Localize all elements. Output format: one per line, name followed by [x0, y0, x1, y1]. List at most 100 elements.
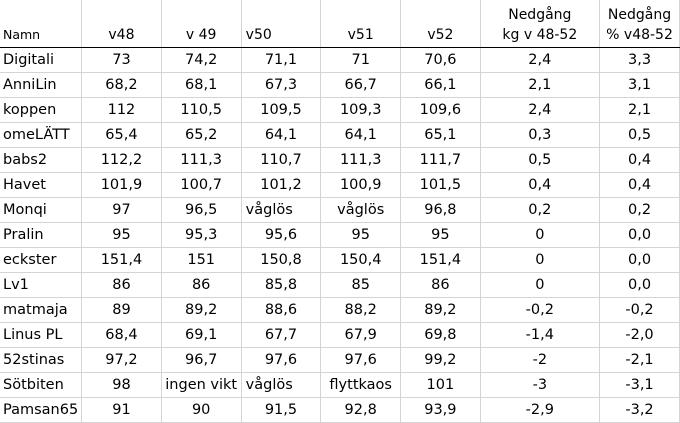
cell-name: Digitali [0, 47, 83, 73]
cell-v52: 70,6 [400, 47, 481, 73]
cell-v49: 151 [161, 247, 242, 273]
cell-decrease-kg: 0 [480, 247, 601, 273]
cell-name: koppen [0, 97, 83, 123]
cell-v52: 99,2 [400, 347, 481, 373]
cell-decrease-kg: -3 [480, 372, 601, 398]
cell-v50: 64,1 [241, 122, 322, 148]
cell-v49: 68,1 [161, 72, 242, 98]
cell-decrease-pct: 0,0 [599, 247, 680, 273]
cell-v51: flyttkaos [320, 372, 402, 398]
cell-decrease-pct: 0,5 [599, 122, 680, 148]
cell-decrease-kg: -2 [480, 347, 601, 373]
cell-v50: 67,7 [241, 322, 322, 348]
header-decrease-pct: Nedgång % v48-52 [599, 0, 680, 48]
cell-decrease-pct: 0,0 [599, 222, 680, 248]
cell-v51: 85 [320, 272, 402, 298]
cell-decrease-kg: 0 [480, 222, 601, 248]
cell-v50: 67,3 [241, 72, 322, 98]
cell-v49: 69,1 [161, 322, 242, 348]
cell-decrease-kg: 0,2 [480, 197, 601, 223]
cell-v52: 109,6 [400, 97, 481, 123]
cell-name: omeLÄTT [0, 122, 83, 148]
header-decrease-pct-line2: % v48-52 [606, 27, 673, 43]
cell-v51: 109,3 [320, 97, 402, 123]
cell-v50: våglös [241, 197, 322, 223]
cell-v48: 68,2 [81, 72, 162, 98]
cell-v51: 71 [320, 47, 402, 73]
cell-v48: 101,9 [81, 172, 162, 198]
cell-v50: 88,6 [241, 297, 322, 323]
table-row: babs2 112,2 111,3 110,7 111,3 111,7 0,5 0,4 [0, 147, 680, 173]
cell-v48: 86 [81, 272, 162, 298]
cell-v52: 96,8 [400, 197, 481, 223]
cell-v48: 97,2 [81, 347, 162, 373]
cell-v50: 150,8 [241, 247, 322, 273]
cell-v52: 95 [400, 222, 481, 248]
cell-v48: 151,4 [81, 247, 162, 273]
cell-v49: ingen vikt [161, 372, 242, 398]
header-decrease-kg-line2: kg v 48-52 [502, 27, 578, 43]
cell-v52: 89,2 [400, 297, 481, 323]
header-decrease-pct-line1: Nedgång [607, 7, 672, 23]
cell-v49: 96,7 [161, 347, 242, 373]
cell-decrease-kg: 0,4 [480, 172, 601, 198]
cell-v51: 66,7 [320, 72, 402, 98]
cell-decrease-pct: -2,0 [599, 322, 680, 348]
cell-v48: 112 [81, 97, 162, 123]
cell-v50: 71,1 [241, 47, 322, 73]
table-row: Pamsan65 91 90 91,5 92,8 93,9 -2,9 -3,2 [0, 397, 680, 423]
cell-v48: 91 [81, 397, 162, 423]
cell-v49: 110,5 [161, 97, 242, 123]
cell-decrease-pct: -2,1 [599, 347, 680, 373]
cell-v49: 89,2 [161, 297, 242, 323]
cell-v50: 110,7 [241, 147, 322, 173]
cell-name: Havet [0, 172, 83, 198]
cell-v51: våglös [320, 197, 402, 223]
header-decrease-kg-line1: Nedgång [508, 7, 572, 23]
table-row: omeLÄTT 65,4 65,2 64,1 64,1 65,1 0,3 0,5 [0, 122, 680, 148]
cell-decrease-pct: 3,1 [599, 72, 680, 98]
cell-decrease-kg: -1,4 [480, 322, 601, 348]
table-row: Lv1 86 86 85,8 85 86 0 0,0 [0, 272, 680, 298]
cell-name: AnniLin [0, 72, 83, 98]
cell-decrease-kg: 0 [480, 272, 601, 298]
cell-decrease-pct: 0,2 [599, 197, 680, 223]
cell-decrease-pct: 0,4 [599, 147, 680, 173]
cell-v51: 95 [320, 222, 402, 248]
cell-decrease-kg: -0,2 [480, 297, 601, 323]
cell-name: eckster [0, 247, 83, 273]
cell-v52: 66,1 [400, 72, 481, 98]
cell-v52: 86 [400, 272, 481, 298]
header-v52: v52 [400, 0, 481, 48]
cell-decrease-kg: 2,4 [480, 47, 601, 73]
header-decrease-kg: Nedgång kg v 48-52 [480, 0, 601, 48]
cell-decrease-pct: 2,1 [599, 97, 680, 123]
cell-v51: 100,9 [320, 172, 402, 198]
cell-v49: 100,7 [161, 172, 242, 198]
cell-v52: 111,7 [400, 147, 481, 173]
cell-decrease-kg: 0,5 [480, 147, 601, 173]
cell-name: Linus PL [0, 322, 83, 348]
table-row: Monqi 97 96,5 våglös våglös 96,8 0,2 0,2 [0, 197, 680, 223]
header-v48: v48 [81, 0, 162, 48]
table-row: 52stinas 97,2 96,7 97,6 97,6 99,2 -2 -2,1 [0, 347, 680, 373]
table-row: AnniLin 68,2 68,1 67,3 66,7 66,1 2,1 3,1 [0, 72, 680, 98]
cell-v51: 92,8 [320, 397, 402, 423]
cell-v50: 109,5 [241, 97, 322, 123]
cell-v49: 90 [161, 397, 242, 423]
cell-name: matmaja [0, 297, 83, 323]
cell-v51: 64,1 [320, 122, 402, 148]
table-row: Digitali 73 74,2 71,1 71 70,6 2,4 3,3 [0, 47, 680, 73]
cell-decrease-kg: 0,3 [480, 122, 601, 148]
cell-decrease-pct: -3,2 [599, 397, 680, 423]
cell-v51: 88,2 [320, 297, 402, 323]
cell-decrease-kg: 2,1 [480, 72, 601, 98]
table-row: eckster 151,4 151 150,8 150,4 151,4 0 0,0 [0, 247, 680, 273]
header-v50: v50 [241, 0, 322, 48]
cell-v51: 97,6 [320, 347, 402, 373]
cell-v50: våglös [241, 372, 322, 398]
cell-v49: 111,3 [161, 147, 242, 173]
cell-v51: 150,4 [320, 247, 402, 273]
table-row: matmaja 89 89,2 88,6 88,2 89,2 -0,2 -0,2 [0, 297, 680, 323]
